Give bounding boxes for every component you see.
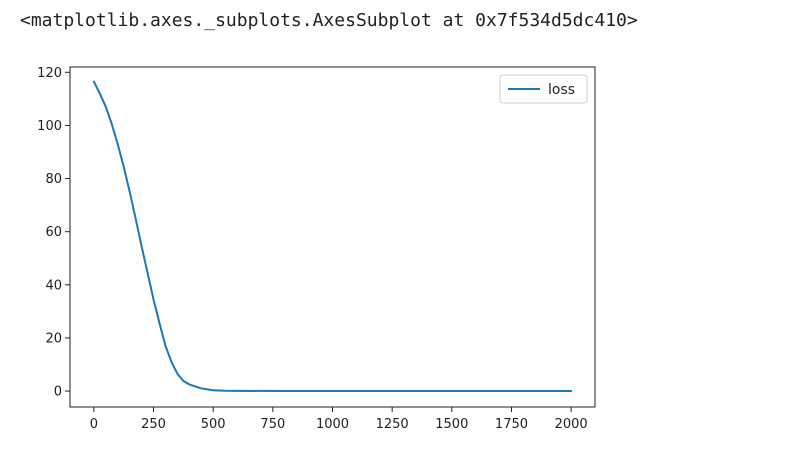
- x-tick-label: 250: [141, 417, 166, 432]
- y-tick-label: 40: [45, 278, 62, 293]
- legend: loss: [499, 74, 588, 104]
- y-tick-label: 100: [37, 119, 62, 134]
- y-tick-label: 0: [54, 385, 62, 400]
- series-line-loss: [92, 80, 573, 392]
- x-tick-label: 750: [260, 417, 285, 432]
- x-axis: 0 250 500 750 1000 1250 1500 1750 2000: [90, 407, 588, 432]
- x-tick-label: 0: [90, 417, 98, 432]
- x-tick-label: 1500: [435, 417, 468, 432]
- y-tick-label: 60: [45, 225, 62, 240]
- x-tick-label: 2000: [555, 417, 588, 432]
- y-tick-label: 120: [37, 66, 62, 81]
- legend-label: loss: [548, 82, 575, 98]
- series-layer: [92, 80, 573, 392]
- x-tick-label: 500: [201, 417, 226, 432]
- x-tick-label: 1750: [495, 417, 528, 432]
- x-tick-label: 1000: [316, 417, 349, 432]
- plot-area-frame: [69, 66, 596, 408]
- x-tick-label: 1250: [376, 417, 409, 432]
- y-tick-label: 20: [45, 331, 62, 346]
- output-repr-text: <matplotlib.axes._subplots.AxesSubplot a…: [20, 10, 638, 31]
- y-axis: 0 20 40 60 80 100 120: [37, 66, 70, 400]
- y-tick-label: 80: [45, 172, 62, 187]
- legend-box: [499, 74, 588, 104]
